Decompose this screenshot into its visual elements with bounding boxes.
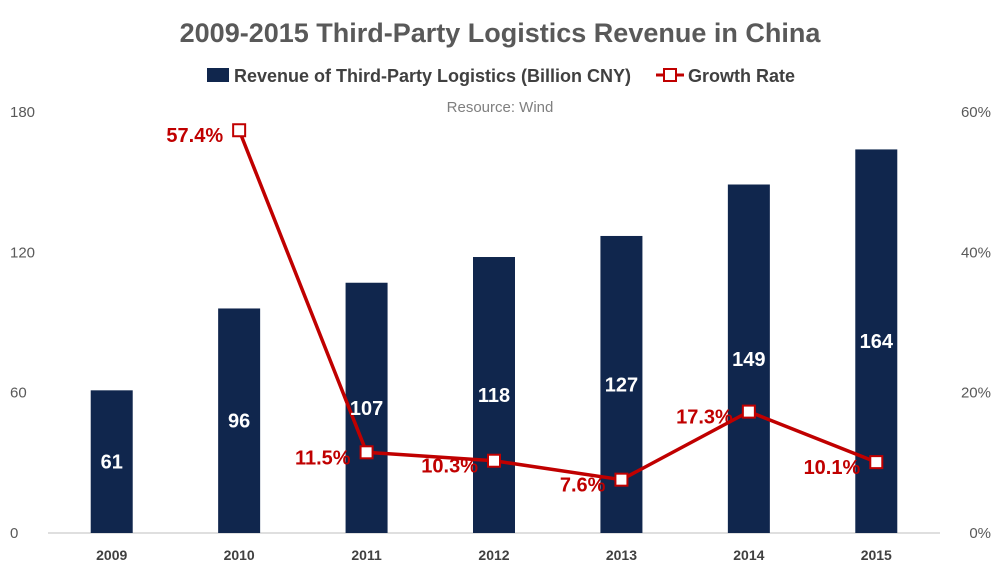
growth-value-label: 10.3%: [421, 456, 478, 478]
growth-marker-2014: [741, 404, 756, 419]
x-tick-label: 2013: [606, 547, 637, 563]
growth-value-label: 7.6%: [560, 475, 606, 497]
axes: 0 60 120 180 0% 20% 40% 60% 2009 2010 2011 2012 2013…: [10, 104, 991, 563]
legend-line-marker: [663, 68, 677, 82]
bar-value-label: 61: [101, 452, 123, 474]
bar-series: [90, 149, 898, 533]
y-right-tick-label: 20%: [961, 385, 991, 402]
legend: Revenue of Third-Party Logistics (Billio…: [207, 66, 795, 86]
bar-2011: [345, 282, 388, 533]
bar-value-label: 118: [478, 385, 510, 407]
growth-marker-2012: [487, 453, 501, 468]
chart-title: 2009-2015 Third-Party Logistics Revenue …: [180, 18, 822, 48]
x-tick-label: 2014: [733, 547, 764, 563]
growth-marker-2013: [614, 472, 629, 487]
growth-line-series: [232, 123, 884, 487]
growth-marker-2010: [232, 123, 247, 138]
growth-marker-2015: [869, 455, 884, 470]
growth-value-label: 10.1%: [804, 457, 861, 479]
growth-value-label: 57.4%: [166, 125, 223, 147]
x-tick-label: 2009: [96, 547, 127, 563]
y-right-tick-label: 40%: [961, 244, 991, 261]
growth-marker-2011: [359, 445, 374, 460]
data-labels: 61 96 107 118 127 149 164 57.4% 11.5% 10.3% 7.6% 17…: [101, 125, 894, 496]
bar-value-label: 127: [605, 374, 638, 396]
legend-bar-swatch: [207, 68, 229, 82]
y-left-tick-label: 180: [10, 104, 35, 121]
bar-2009: [90, 390, 133, 533]
x-tick-label: 2010: [224, 547, 255, 563]
bar-2012: [473, 257, 515, 533]
bar-value-label: 96: [228, 411, 250, 433]
growth-value-label: 11.5%: [295, 447, 351, 469]
bar-value-label: 107: [350, 398, 383, 420]
bar-value-label: 164: [860, 331, 894, 353]
bar-value-label: 149: [732, 349, 765, 371]
legend-bar-label: Revenue of Third-Party Logistics (Billio…: [234, 66, 631, 86]
legend-line-label: Growth Rate: [688, 66, 795, 86]
growth-value-label: 17.3%: [676, 407, 733, 429]
y-left-tick-label: 120: [10, 244, 35, 261]
y-right-tick-label: 60%: [961, 104, 991, 121]
x-tick-label: 2011: [351, 547, 382, 563]
x-tick-label: 2012: [478, 547, 509, 563]
bar-2014: [727, 184, 770, 533]
y-left-tick-label: 0: [10, 525, 18, 542]
growth-line: [237, 129, 877, 482]
bar-2010: [218, 308, 261, 533]
y-left-tick-label: 60: [10, 385, 27, 402]
chart-source: Resource: Wind: [447, 99, 554, 116]
y-right-tick-label: 0%: [969, 525, 991, 542]
x-tick-label: 2015: [861, 547, 892, 563]
